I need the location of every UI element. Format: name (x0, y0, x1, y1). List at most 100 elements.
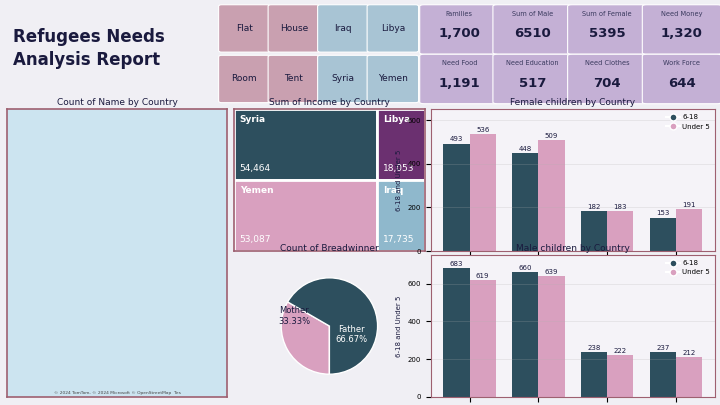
Text: 619: 619 (476, 273, 490, 279)
Bar (234, 109, 377, 180)
X-axis label: Country: Country (554, 275, 592, 284)
Text: 509: 509 (545, 133, 558, 139)
Bar (234, 180, 377, 251)
Text: Need Education: Need Education (506, 60, 559, 66)
Text: 212: 212 (683, 350, 696, 356)
Text: 639: 639 (545, 269, 558, 275)
Bar (469, 280, 496, 397)
Bar (539, 276, 564, 397)
Bar (444, 268, 469, 397)
Text: 183: 183 (613, 204, 627, 210)
Bar (512, 272, 539, 397)
Text: 660: 660 (518, 265, 532, 271)
Bar (377, 109, 425, 180)
Text: 6510: 6510 (514, 27, 551, 40)
Text: © 2024 TomTom, © 2024 Microsoft © OpenStreetMap  Tes: © 2024 TomTom, © 2024 Microsoft © OpenSt… (53, 392, 181, 395)
Text: 237: 237 (656, 345, 670, 351)
Title: Male children by Country: Male children by Country (516, 244, 630, 253)
Bar (581, 352, 607, 397)
Text: Yemen: Yemen (378, 75, 408, 83)
FancyBboxPatch shape (493, 54, 572, 104)
Bar (676, 357, 702, 397)
Legend: 6-18, Under 5: 6-18, Under 5 (665, 259, 711, 277)
FancyBboxPatch shape (567, 54, 647, 104)
FancyBboxPatch shape (367, 55, 418, 103)
Text: Sum of Female: Sum of Female (582, 11, 632, 17)
Text: Need Clothes: Need Clothes (585, 60, 629, 66)
Text: Need Money: Need Money (661, 11, 703, 17)
Bar (512, 153, 539, 251)
Bar (539, 140, 564, 251)
FancyBboxPatch shape (493, 5, 572, 54)
Bar (676, 209, 702, 251)
Text: Tent: Tent (284, 75, 303, 83)
Bar (444, 144, 469, 251)
Text: 153: 153 (656, 211, 670, 216)
Text: 1,700: 1,700 (438, 27, 480, 40)
FancyBboxPatch shape (420, 5, 499, 54)
Bar (581, 211, 607, 251)
FancyBboxPatch shape (367, 5, 418, 52)
Text: 448: 448 (518, 146, 532, 152)
Bar (469, 134, 496, 251)
FancyBboxPatch shape (268, 55, 320, 103)
Text: Libya: Libya (383, 115, 410, 124)
Text: Syria: Syria (332, 75, 355, 83)
Text: 17,735: 17,735 (383, 235, 414, 244)
Bar (649, 218, 676, 251)
Text: Room: Room (232, 75, 257, 83)
Title: Female children by Country: Female children by Country (510, 98, 635, 107)
Text: 53,087: 53,087 (240, 235, 271, 244)
FancyBboxPatch shape (567, 5, 647, 54)
FancyBboxPatch shape (268, 5, 320, 52)
Text: Iraq: Iraq (335, 24, 352, 33)
FancyBboxPatch shape (219, 55, 270, 103)
Text: 54,464: 54,464 (240, 164, 271, 173)
Text: 222: 222 (613, 348, 627, 354)
Text: Father
66.67%: Father 66.67% (335, 325, 367, 344)
Text: Mother
33.33%: Mother 33.33% (278, 306, 310, 326)
Title: Count of Breadwinner: Count of Breadwinner (280, 244, 379, 253)
Text: Libya: Libya (381, 24, 405, 33)
Title: Count of Name by Country: Count of Name by Country (57, 98, 177, 107)
Text: 517: 517 (519, 77, 546, 90)
Text: Syria: Syria (240, 115, 266, 124)
Bar (649, 352, 676, 397)
Title: Sum of Income by Country: Sum of Income by Country (269, 98, 390, 107)
Text: 493: 493 (450, 136, 463, 142)
Bar (377, 180, 425, 251)
Legend: 6-18, Under 5: 6-18, Under 5 (665, 113, 711, 131)
Text: 1,320: 1,320 (661, 27, 703, 40)
Wedge shape (282, 302, 329, 374)
FancyBboxPatch shape (318, 5, 369, 52)
Text: 191: 191 (683, 202, 696, 208)
Text: 18,053: 18,053 (383, 164, 414, 173)
Text: Yemen: Yemen (240, 186, 274, 195)
Text: 683: 683 (450, 261, 463, 266)
Text: Need Food: Need Food (441, 60, 477, 66)
Text: Work Force: Work Force (663, 60, 701, 66)
FancyBboxPatch shape (318, 55, 369, 103)
Text: Flat: Flat (236, 24, 253, 33)
Text: 182: 182 (588, 204, 600, 210)
Text: 1,191: 1,191 (438, 77, 480, 90)
Text: Iraq: Iraq (383, 186, 403, 195)
Text: 704: 704 (593, 77, 621, 90)
Text: 536: 536 (476, 127, 490, 133)
Wedge shape (288, 278, 377, 374)
Text: Families: Families (446, 11, 473, 17)
Text: 5395: 5395 (589, 27, 626, 40)
Y-axis label: 6-18 and Under 5: 6-18 and Under 5 (396, 149, 402, 211)
Text: House: House (280, 24, 308, 33)
FancyBboxPatch shape (420, 54, 499, 104)
FancyBboxPatch shape (642, 5, 720, 54)
FancyBboxPatch shape (219, 5, 270, 52)
Bar (607, 211, 634, 251)
Text: Sum of Male: Sum of Male (512, 11, 553, 17)
Text: 238: 238 (588, 345, 600, 351)
Bar (607, 355, 634, 397)
Text: 644: 644 (668, 77, 696, 90)
Text: Refugees Needs
Analysis Report: Refugees Needs Analysis Report (14, 28, 165, 69)
Y-axis label: 6-18 and Under 5: 6-18 and Under 5 (396, 295, 402, 357)
FancyBboxPatch shape (642, 54, 720, 104)
